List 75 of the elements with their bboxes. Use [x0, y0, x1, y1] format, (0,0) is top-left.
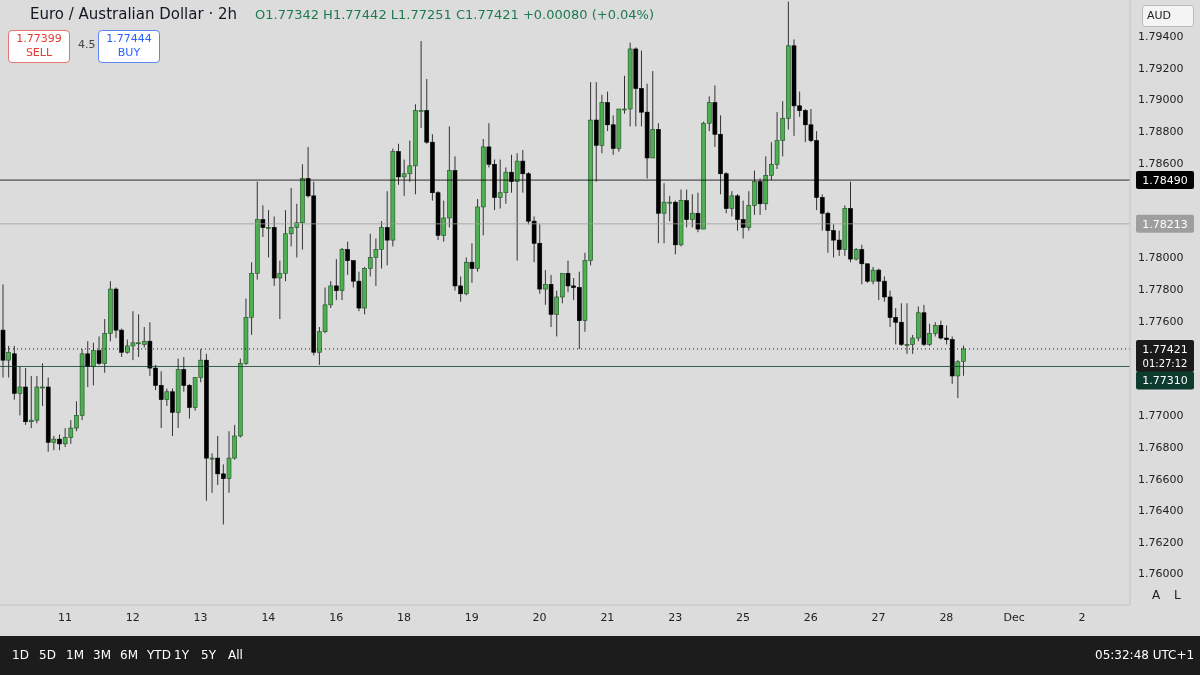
text: 05:32:48 UTC+1 — [1095, 648, 1195, 662]
text: A — [1152, 588, 1161, 602]
candlestick — [170, 388, 175, 437]
y-tick-label: 1.76600 — [1138, 472, 1184, 486]
x-tick-label: 26 — [803, 610, 818, 624]
ref-line-label: 1.78213 — [1142, 217, 1188, 231]
x-tick-label: 11 — [57, 610, 72, 624]
x-tick-label: 19 — [464, 610, 479, 624]
text: 1D — [12, 648, 29, 662]
candlestick — [260, 204, 266, 238]
candlestick — [384, 190, 390, 266]
y-tick-label: 1.76800 — [1138, 440, 1184, 454]
text: All — [228, 648, 243, 662]
x-tick-label: 16 — [329, 610, 344, 624]
x-tick-label: 21 — [600, 610, 615, 624]
text: 01:27:12 — [1142, 357, 1188, 369]
annotation: SELL — [25, 46, 53, 59]
x-tick-label: Dec — [1003, 610, 1025, 624]
candlestick — [684, 189, 689, 228]
text: O1.77342 H1.77442 L1.77251 C1.77421 +0.00080 (+0.04%) — [255, 7, 655, 22]
ref-line-label: 1.78490 — [1142, 174, 1188, 188]
y-tick-label: 1.77800 — [1138, 282, 1184, 296]
x-tick-label: 2 — [1078, 610, 1086, 624]
candlestick — [695, 192, 701, 233]
x-tick-label: 18 — [396, 610, 411, 624]
y-tick-label: 1.78600 — [1138, 156, 1184, 170]
candlestick — [469, 242, 475, 284]
y-tick-label: 1.79400 — [1138, 30, 1184, 44]
text: YTD — [147, 648, 171, 662]
y-tick-label: 1.79000 — [1138, 93, 1184, 107]
candlestick — [85, 340, 91, 388]
ref-line-label: 1.77421 — [1142, 342, 1188, 356]
candlestick — [51, 435, 57, 451]
x-tick-label: 13 — [193, 610, 208, 624]
y-tick-label: 1.78000 — [1138, 251, 1184, 265]
x-tick-label: 12 — [125, 610, 140, 624]
text: AUD — [1142, 5, 1194, 27]
text: 5Y — [201, 648, 216, 662]
ref-line-label: 1.77310 — [1142, 374, 1188, 388]
x-tick-label: 23 — [668, 610, 683, 624]
y-tick-label: 1.77600 — [1138, 314, 1184, 328]
y-tick-label: 1.78800 — [1138, 125, 1184, 139]
annotation: 1.77399 — [16, 32, 62, 45]
candlestick — [17, 365, 23, 416]
y-tick-label: 1.76400 — [1138, 504, 1184, 518]
text: 3M — [93, 648, 111, 662]
candlestick — [729, 190, 735, 217]
x-tick-label: 25 — [735, 610, 750, 624]
x-tick-label: 20 — [532, 610, 547, 624]
text: 6M — [120, 648, 138, 662]
candlestick — [690, 193, 695, 228]
candlestick — [543, 269, 548, 306]
x-tick-label: 27 — [871, 610, 886, 624]
annotation: 4.5 — [78, 38, 96, 51]
text: 1Y — [174, 648, 189, 662]
candlestick — [164, 388, 170, 407]
y-tick-label: 1.79200 — [1138, 61, 1184, 75]
candlestick — [96, 335, 102, 366]
candlestick — [91, 342, 96, 386]
text: 1M — [66, 648, 84, 662]
annotation: BUY — [117, 46, 141, 59]
candlestick — [6, 345, 11, 379]
candlestick — [514, 152, 520, 262]
candlestick — [209, 452, 215, 494]
text: L — [1174, 588, 1181, 602]
candlestick — [334, 258, 339, 301]
y-tick-label: 1.77000 — [1138, 409, 1184, 423]
candlestick — [266, 209, 271, 258]
annotation: 1.77444 — [106, 32, 152, 45]
x-tick-label: 28 — [939, 610, 954, 624]
y-tick-label: 1.76200 — [1138, 535, 1184, 549]
chart-title: Euro / Australian Dollar · 2h — [30, 5, 237, 23]
y-tick-label: 1.76000 — [1138, 567, 1184, 581]
x-tick-label: 14 — [261, 610, 276, 624]
text: 5D — [39, 648, 56, 662]
